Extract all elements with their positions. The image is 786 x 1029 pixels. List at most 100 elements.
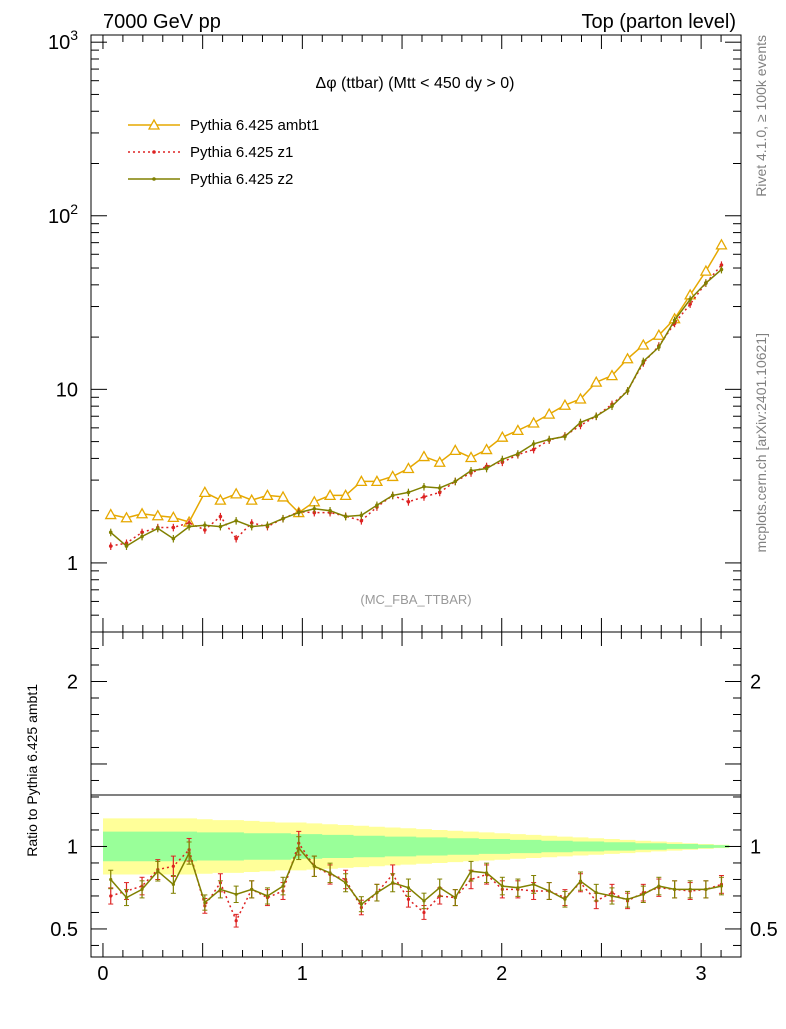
ratio-point — [422, 910, 426, 915]
main-point — [453, 479, 458, 484]
ratio-point — [594, 891, 598, 895]
watermark: (MC_FBA_TTBAR) — [360, 592, 471, 607]
legend-label: Pythia 6.425 z1 — [190, 144, 293, 161]
ratio-y-tick-label-right: 2 — [750, 671, 761, 693]
main-series-0 — [104, 238, 728, 527]
ratio-point — [547, 889, 551, 893]
ratio-point — [563, 897, 567, 901]
legend-entry-1: Pythia 6.425 z1 — [128, 144, 293, 161]
main-point — [449, 444, 462, 456]
main-point — [500, 457, 505, 462]
ratio-y-tick-label: 0.5 — [50, 919, 78, 941]
ratio-point — [187, 851, 191, 855]
main-ticks: 1 10 102 103 — [48, 27, 742, 633]
mcplots-label: mcplots.cern.ch [arXiv:2401.10621] — [753, 333, 769, 552]
main-point — [323, 489, 337, 501]
main-point — [558, 398, 572, 410]
legend-label: Pythia 6.425 ambt1 — [190, 117, 319, 134]
ratio-point — [109, 894, 113, 898]
main-point — [355, 475, 368, 487]
ratio-point — [375, 891, 379, 895]
main-point — [218, 514, 223, 519]
main-point — [417, 450, 431, 462]
main-point — [343, 514, 348, 519]
main-point — [187, 524, 191, 529]
ratio-point — [422, 899, 426, 903]
legend-marker — [147, 118, 161, 130]
main-point — [437, 486, 442, 490]
main-series-line — [110, 268, 722, 548]
main-point — [167, 511, 180, 523]
main-point — [308, 495, 321, 507]
main-point — [715, 238, 728, 250]
ratio-point — [641, 892, 645, 896]
main-series-line — [110, 264, 723, 547]
main-frame — [90, 34, 742, 633]
main-point — [699, 264, 713, 276]
ratio-bands — [103, 818, 730, 875]
main-point — [328, 508, 332, 513]
legend-label: Pythia 6.425 z2 — [190, 171, 293, 188]
ratio-point — [704, 887, 708, 891]
ratio-point — [500, 884, 504, 888]
ratio-series-1 — [108, 836, 724, 913]
main-point — [688, 302, 692, 306]
main-point — [339, 489, 352, 501]
ratio-point — [532, 882, 536, 887]
main-point — [249, 524, 254, 529]
main-point — [464, 451, 478, 463]
main-point — [484, 466, 489, 471]
ratio-point — [391, 881, 395, 885]
main-point — [104, 508, 117, 520]
ratio-point — [484, 871, 489, 875]
main-point — [637, 338, 650, 350]
main-point — [359, 513, 364, 518]
main-point — [594, 414, 599, 419]
main-point — [574, 392, 587, 404]
main-point — [402, 462, 415, 474]
main-point — [203, 523, 207, 527]
main-point — [563, 434, 567, 439]
ratio-point — [688, 887, 692, 891]
main-point — [261, 489, 274, 501]
ratio-point — [406, 886, 411, 890]
main-point — [281, 516, 285, 521]
ratio-point — [234, 892, 238, 896]
main-series-1 — [108, 261, 724, 550]
ratio-point — [438, 886, 442, 890]
ratio-point — [516, 886, 520, 890]
ratio-point — [328, 871, 332, 875]
legend: Pythia 6.425 ambt1 Pythia 6.425 z1 Pythia … — [128, 117, 319, 188]
legend-marker — [152, 150, 156, 154]
ratio-point — [297, 846, 301, 850]
main-point — [610, 404, 614, 408]
main-point — [370, 475, 384, 487]
main-y-tick-label: 1 — [67, 553, 78, 575]
ratio-point — [281, 884, 285, 888]
main-point — [198, 486, 211, 498]
main-point — [641, 359, 646, 364]
ratio-point — [673, 887, 677, 891]
main-point — [516, 452, 520, 456]
main-point — [578, 420, 583, 425]
main-y-tick-label: 10 — [56, 379, 78, 401]
ratio-point — [469, 869, 473, 873]
ratio-y-tick-label: 1 — [67, 836, 78, 858]
main-point — [511, 424, 524, 436]
ratio-ylabel: Ratio to Pythia 6.425 ambt1 — [24, 684, 40, 857]
ratio-point — [719, 884, 724, 888]
ratio-point — [109, 877, 113, 882]
ratio-series-line — [110, 841, 722, 923]
main-point — [171, 525, 176, 530]
main-point — [124, 544, 129, 548]
main-point — [433, 455, 446, 467]
main-point — [480, 443, 493, 455]
main-point — [296, 510, 301, 515]
ratio-point — [250, 887, 254, 891]
main-point — [230, 487, 243, 499]
ratio-point — [171, 882, 175, 887]
main-point — [719, 267, 724, 272]
ratio-point — [265, 894, 270, 898]
ratio-series-line — [110, 846, 722, 906]
